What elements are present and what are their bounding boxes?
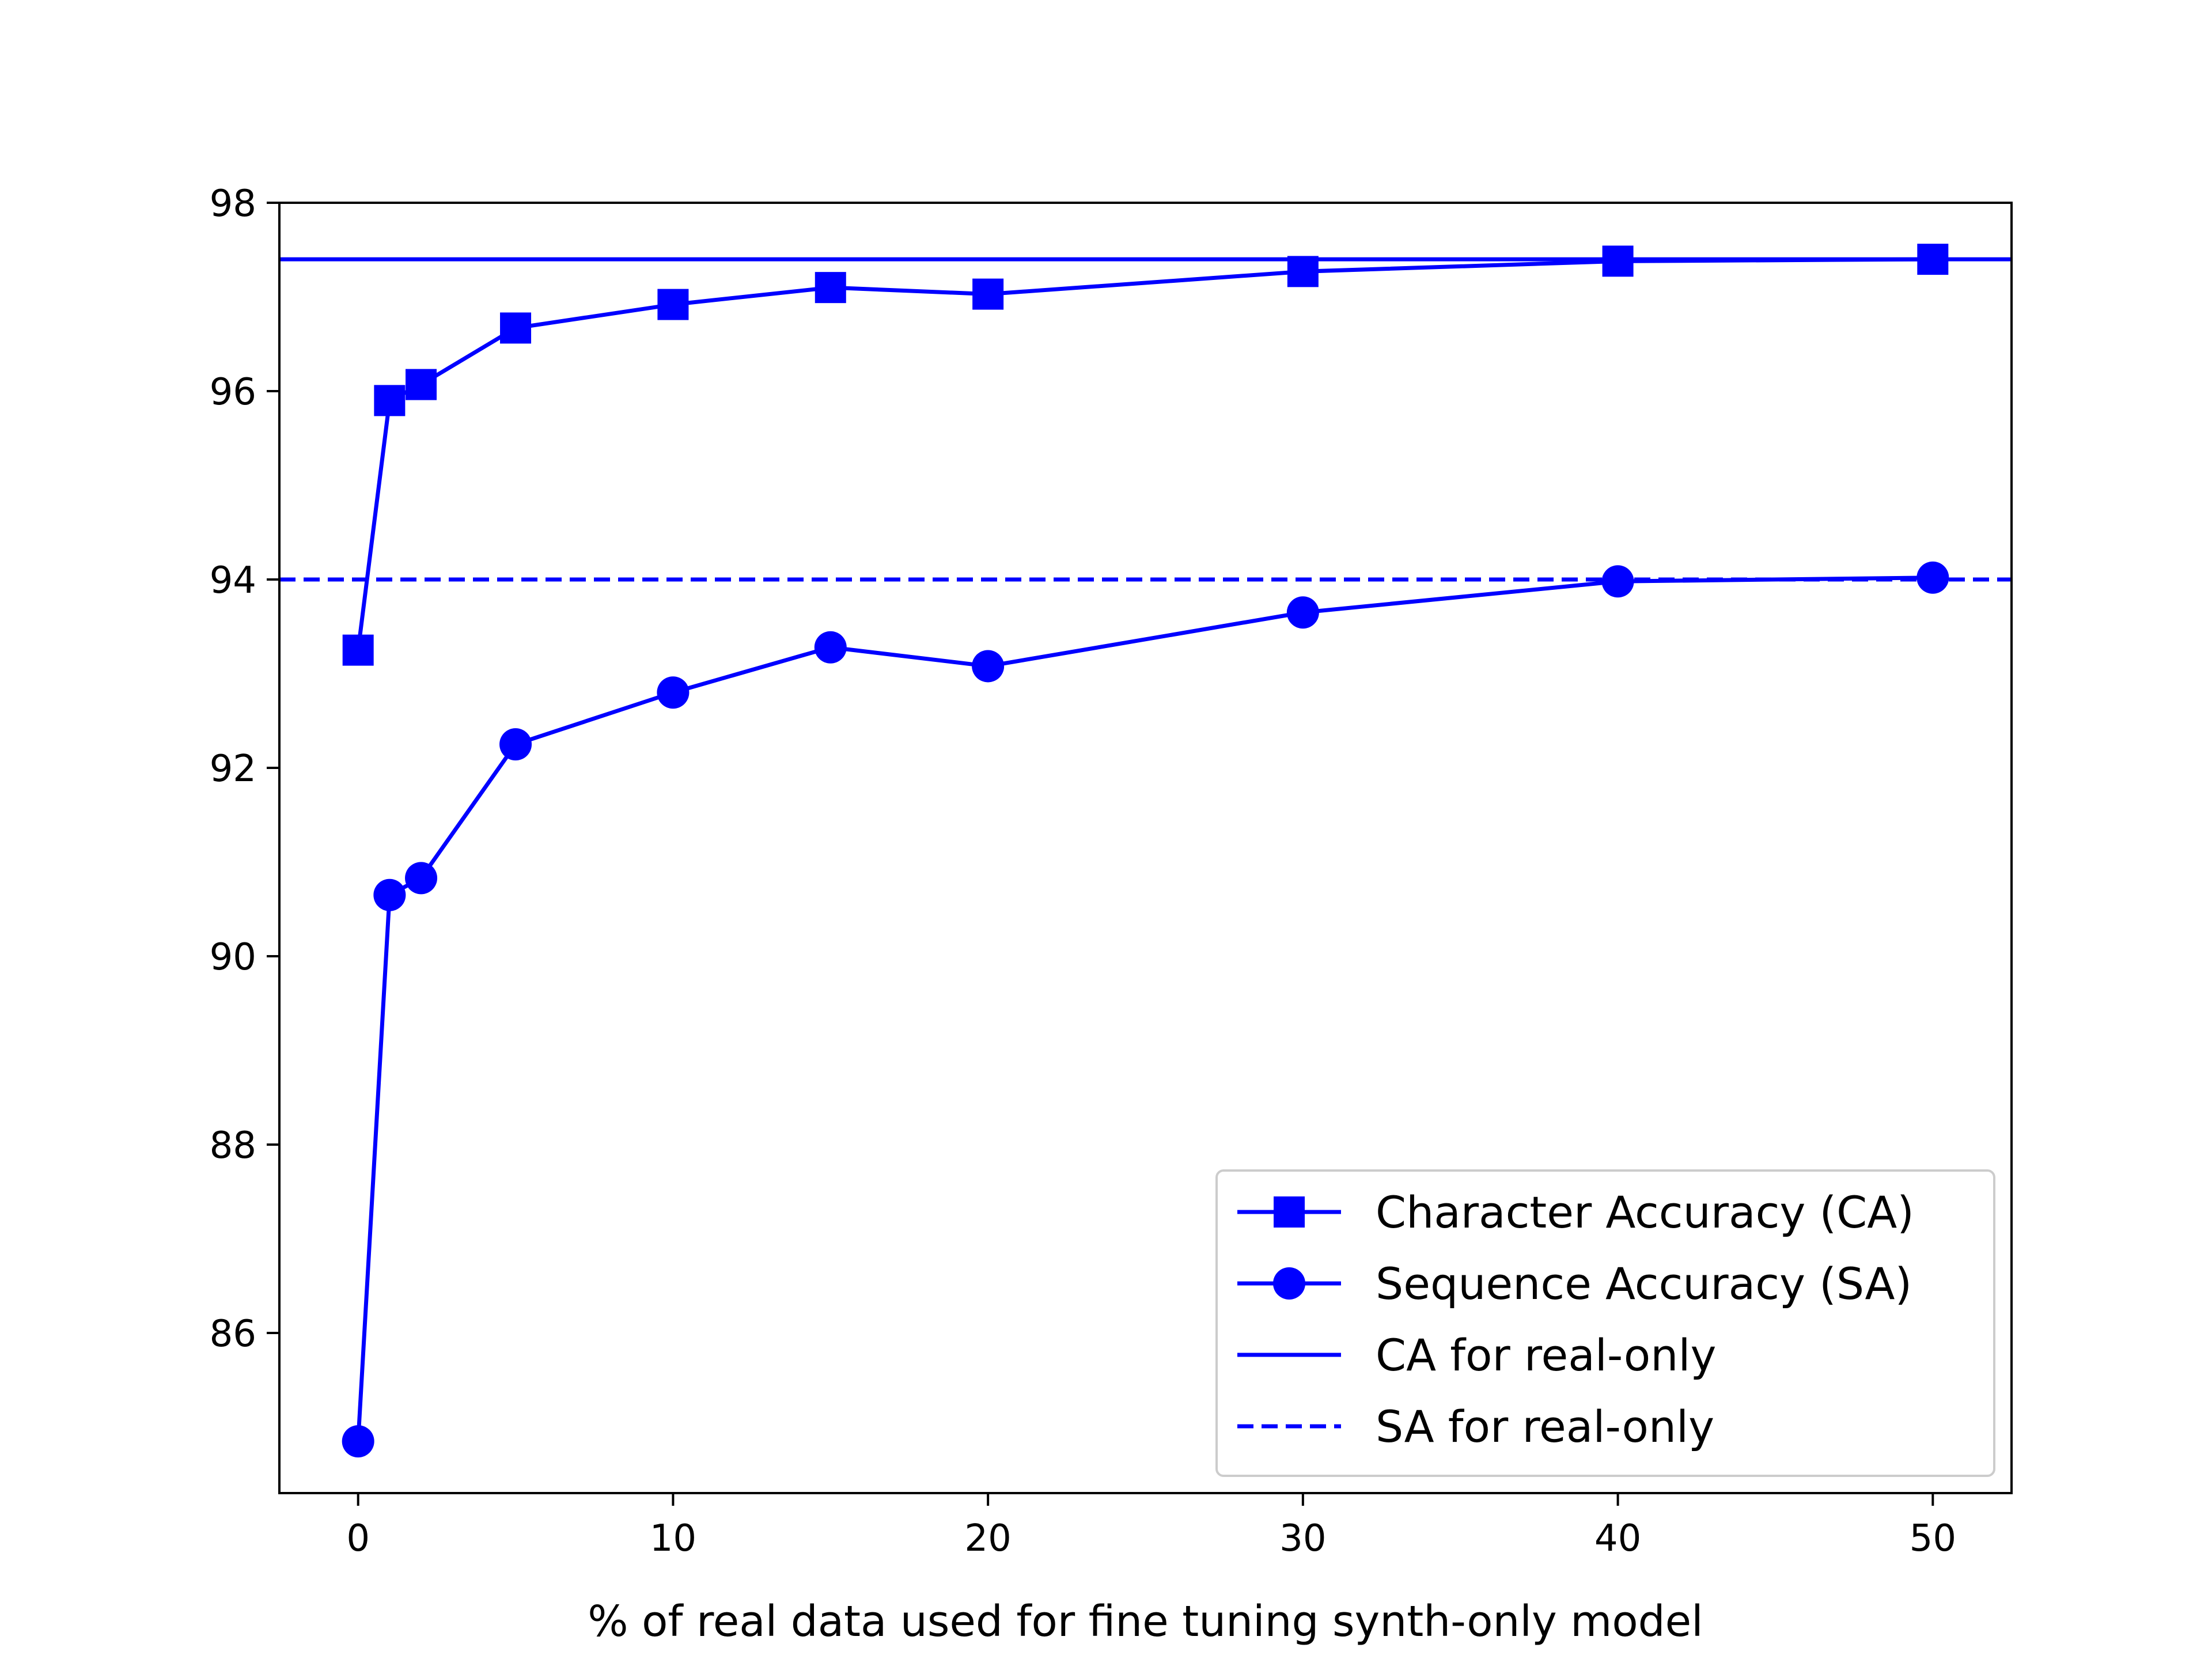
sa-data-point [373,878,406,911]
sa-data-point [814,631,847,664]
legend-marker-square [1274,1196,1305,1228]
ca-data-point [972,278,1004,310]
series-group [342,244,1949,1458]
x-tick-label: 30 [1279,1517,1326,1560]
y-tick-label: 90 [210,936,256,979]
ca-data-point [815,272,846,304]
y-tick-label: 94 [210,559,256,602]
sa-data-point [499,728,532,761]
legend-label: SA for real-only [1376,1401,1714,1452]
y-tick-label: 96 [210,371,256,414]
ca-data-point [1287,256,1319,287]
plot-area-frame [278,202,2013,1494]
ca-data-point [342,634,374,666]
sa-data-point [972,650,1005,683]
series-line [356,257,1933,651]
x-tick-label: 50 [1910,1517,1956,1560]
sa-data-point [405,862,438,895]
y-axis: 86 88 90 92 94 96 98 [210,183,279,1355]
legend-label: Character Accuracy (CA) [1376,1187,1914,1238]
legend-marker-circle [1273,1267,1305,1300]
series-line [356,575,1933,1442]
sa-data-point [1916,561,1949,594]
x-tick-label: 10 [650,1517,696,1560]
sa-data-point [657,676,690,709]
x-axis: 0 10 20 30 40 50 [346,1493,1956,1560]
sa-data-point [342,1425,374,1458]
x-tick-label: 40 [1594,1517,1641,1560]
y-tick-label: 98 [210,183,256,225]
ca-data-point [1917,244,1949,275]
ca-data-point [406,369,437,400]
legend-box [1215,1169,1995,1477]
legend: Character Accuracy (CA) Sequence Accuracy… [1215,1169,1995,1477]
ca-data-point [657,289,689,320]
sa-data-point [1601,565,1634,598]
x-axis-label: % of real data used for fine tuning synt… [588,1597,1703,1646]
y-tick-label: 88 [210,1124,256,1167]
ca-data-point [500,312,532,344]
y-tick-label: 92 [210,748,256,790]
legend-label: Sequence Accuracy (SA) [1376,1258,1912,1309]
legend-label: CA for real-only [1376,1330,1717,1381]
x-tick-label: 0 [346,1517,370,1560]
y-tick-label: 86 [210,1313,256,1355]
x-tick-label: 20 [964,1517,1011,1560]
ca-data-point [374,385,406,416]
ca-data-point [1602,245,1634,277]
sa-data-point [1286,596,1319,629]
